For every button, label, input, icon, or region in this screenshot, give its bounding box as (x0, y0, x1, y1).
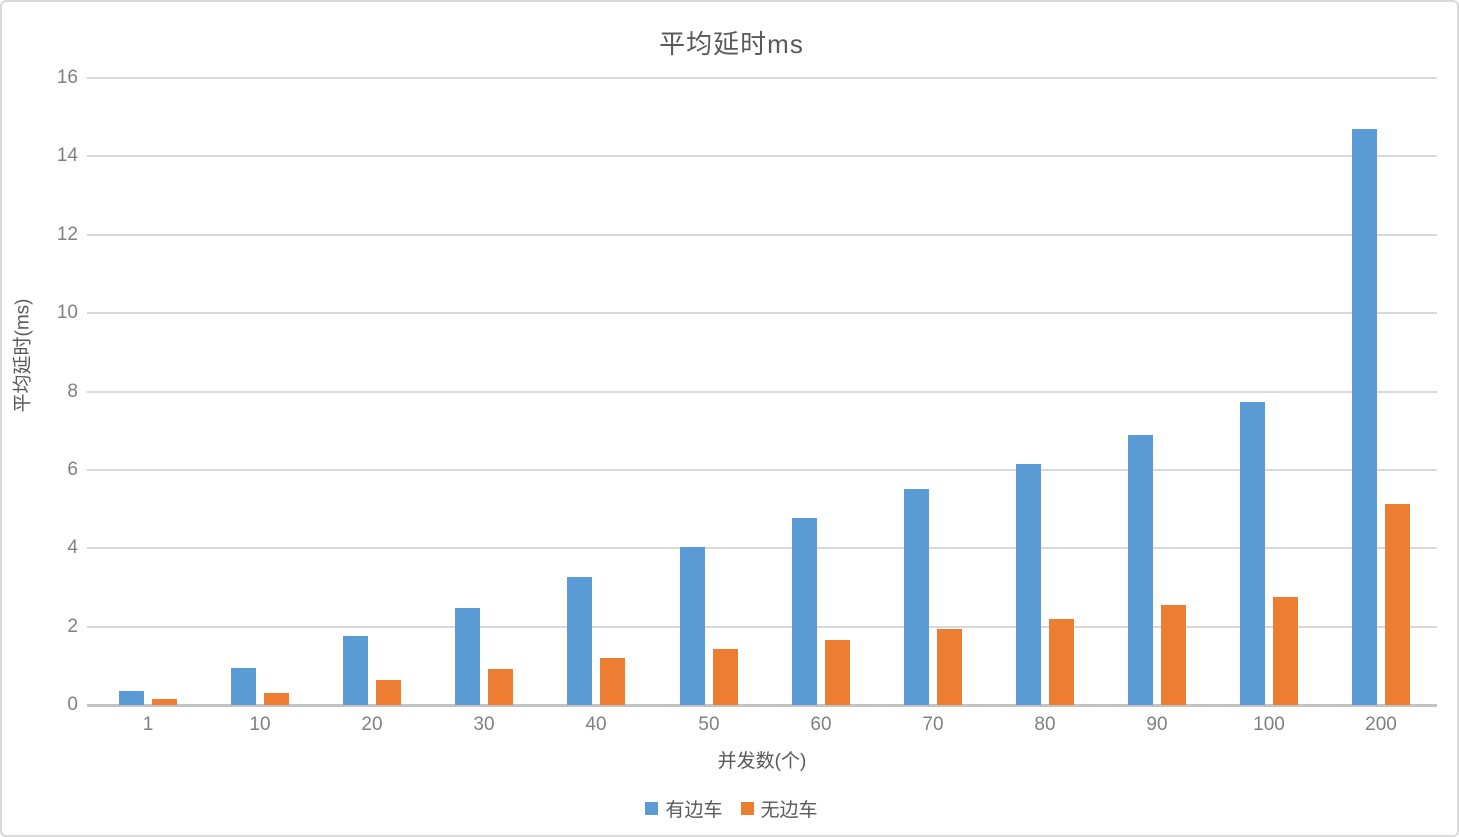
gridline (87, 155, 1437, 158)
y-tick-label: 12 (56, 223, 78, 245)
bar-无边车-30 (488, 669, 513, 705)
x-tick-label: 70 (922, 714, 944, 735)
bar-有边车-200 (1352, 129, 1377, 705)
x-tick-label: 1 (142, 714, 154, 735)
bar-有边车-100 (1240, 402, 1265, 705)
x-tick-label: 30 (473, 714, 495, 735)
bar-有边车-40 (567, 577, 592, 705)
bar-有边车-50 (680, 547, 705, 705)
legend-swatch-icon (740, 802, 754, 815)
x-tick-label: 80 (1034, 714, 1056, 735)
bar-无边车-10 (264, 693, 289, 705)
bar-有边车-80 (1016, 464, 1041, 705)
x-tick-label: 40 (585, 714, 607, 735)
bar-有边车-70 (904, 489, 929, 705)
y-tick-label: 8 (67, 380, 78, 402)
bar-有边车-10 (231, 668, 256, 705)
bar-有边车-90 (1128, 435, 1153, 705)
legend-label: 无边车 (760, 800, 818, 821)
gridline (87, 547, 1437, 550)
y-tick-label: 2 (67, 615, 78, 637)
legend: 有边车 无边车 (2, 795, 1457, 822)
gridline (87, 390, 1437, 393)
legend-item-有边车: 有边车 (645, 795, 723, 822)
bar-有边车-60 (792, 518, 817, 705)
x-tick-label: 60 (810, 714, 832, 735)
bar-有边车-1 (119, 691, 144, 705)
y-tick-label: 0 (67, 694, 78, 715)
x-axis-line (87, 704, 1437, 707)
bar-无边车-200 (1385, 504, 1410, 705)
bar-有边车-30 (455, 608, 480, 705)
chart-title: 平均延时ms (659, 29, 804, 59)
y-tick-label: 10 (56, 302, 78, 324)
bar-无边车-100 (1273, 597, 1298, 705)
y-tick-label: 16 (56, 67, 78, 88)
bar-无边车-60 (825, 640, 850, 705)
x-tick-label: 90 (1146, 714, 1168, 735)
gridline (87, 468, 1437, 471)
y-tick-label: 6 (67, 458, 78, 480)
x-tick-label: 100 (1253, 714, 1285, 735)
legend-label: 有边车 (665, 800, 723, 821)
bar-无边车-90 (1161, 605, 1186, 705)
bar-无边车-1 (152, 699, 177, 705)
legend-item-无边车: 无边车 (740, 795, 818, 822)
bar-无边车-20 (376, 680, 401, 705)
gridline (87, 312, 1437, 315)
legend-swatch-icon (645, 802, 659, 815)
x-tick-label: 20 (361, 714, 383, 735)
bar-无边车-40 (600, 658, 625, 705)
gridline (87, 233, 1437, 236)
x-tick-label: 10 (249, 714, 271, 735)
x-tick-label: 50 (698, 714, 720, 735)
bar-无边车-80 (1049, 619, 1074, 705)
bar-无边车-70 (937, 629, 962, 705)
x-axis-title: 并发数(个) (717, 751, 807, 772)
x-tick-label: 200 (1365, 714, 1397, 735)
bar-有边车-20 (343, 636, 368, 705)
y-tick-label: 14 (56, 145, 78, 167)
gridline (87, 77, 1437, 79)
bar-无边车-50 (713, 649, 738, 705)
gridline (87, 625, 1437, 628)
y-tick-label: 4 (67, 537, 78, 559)
